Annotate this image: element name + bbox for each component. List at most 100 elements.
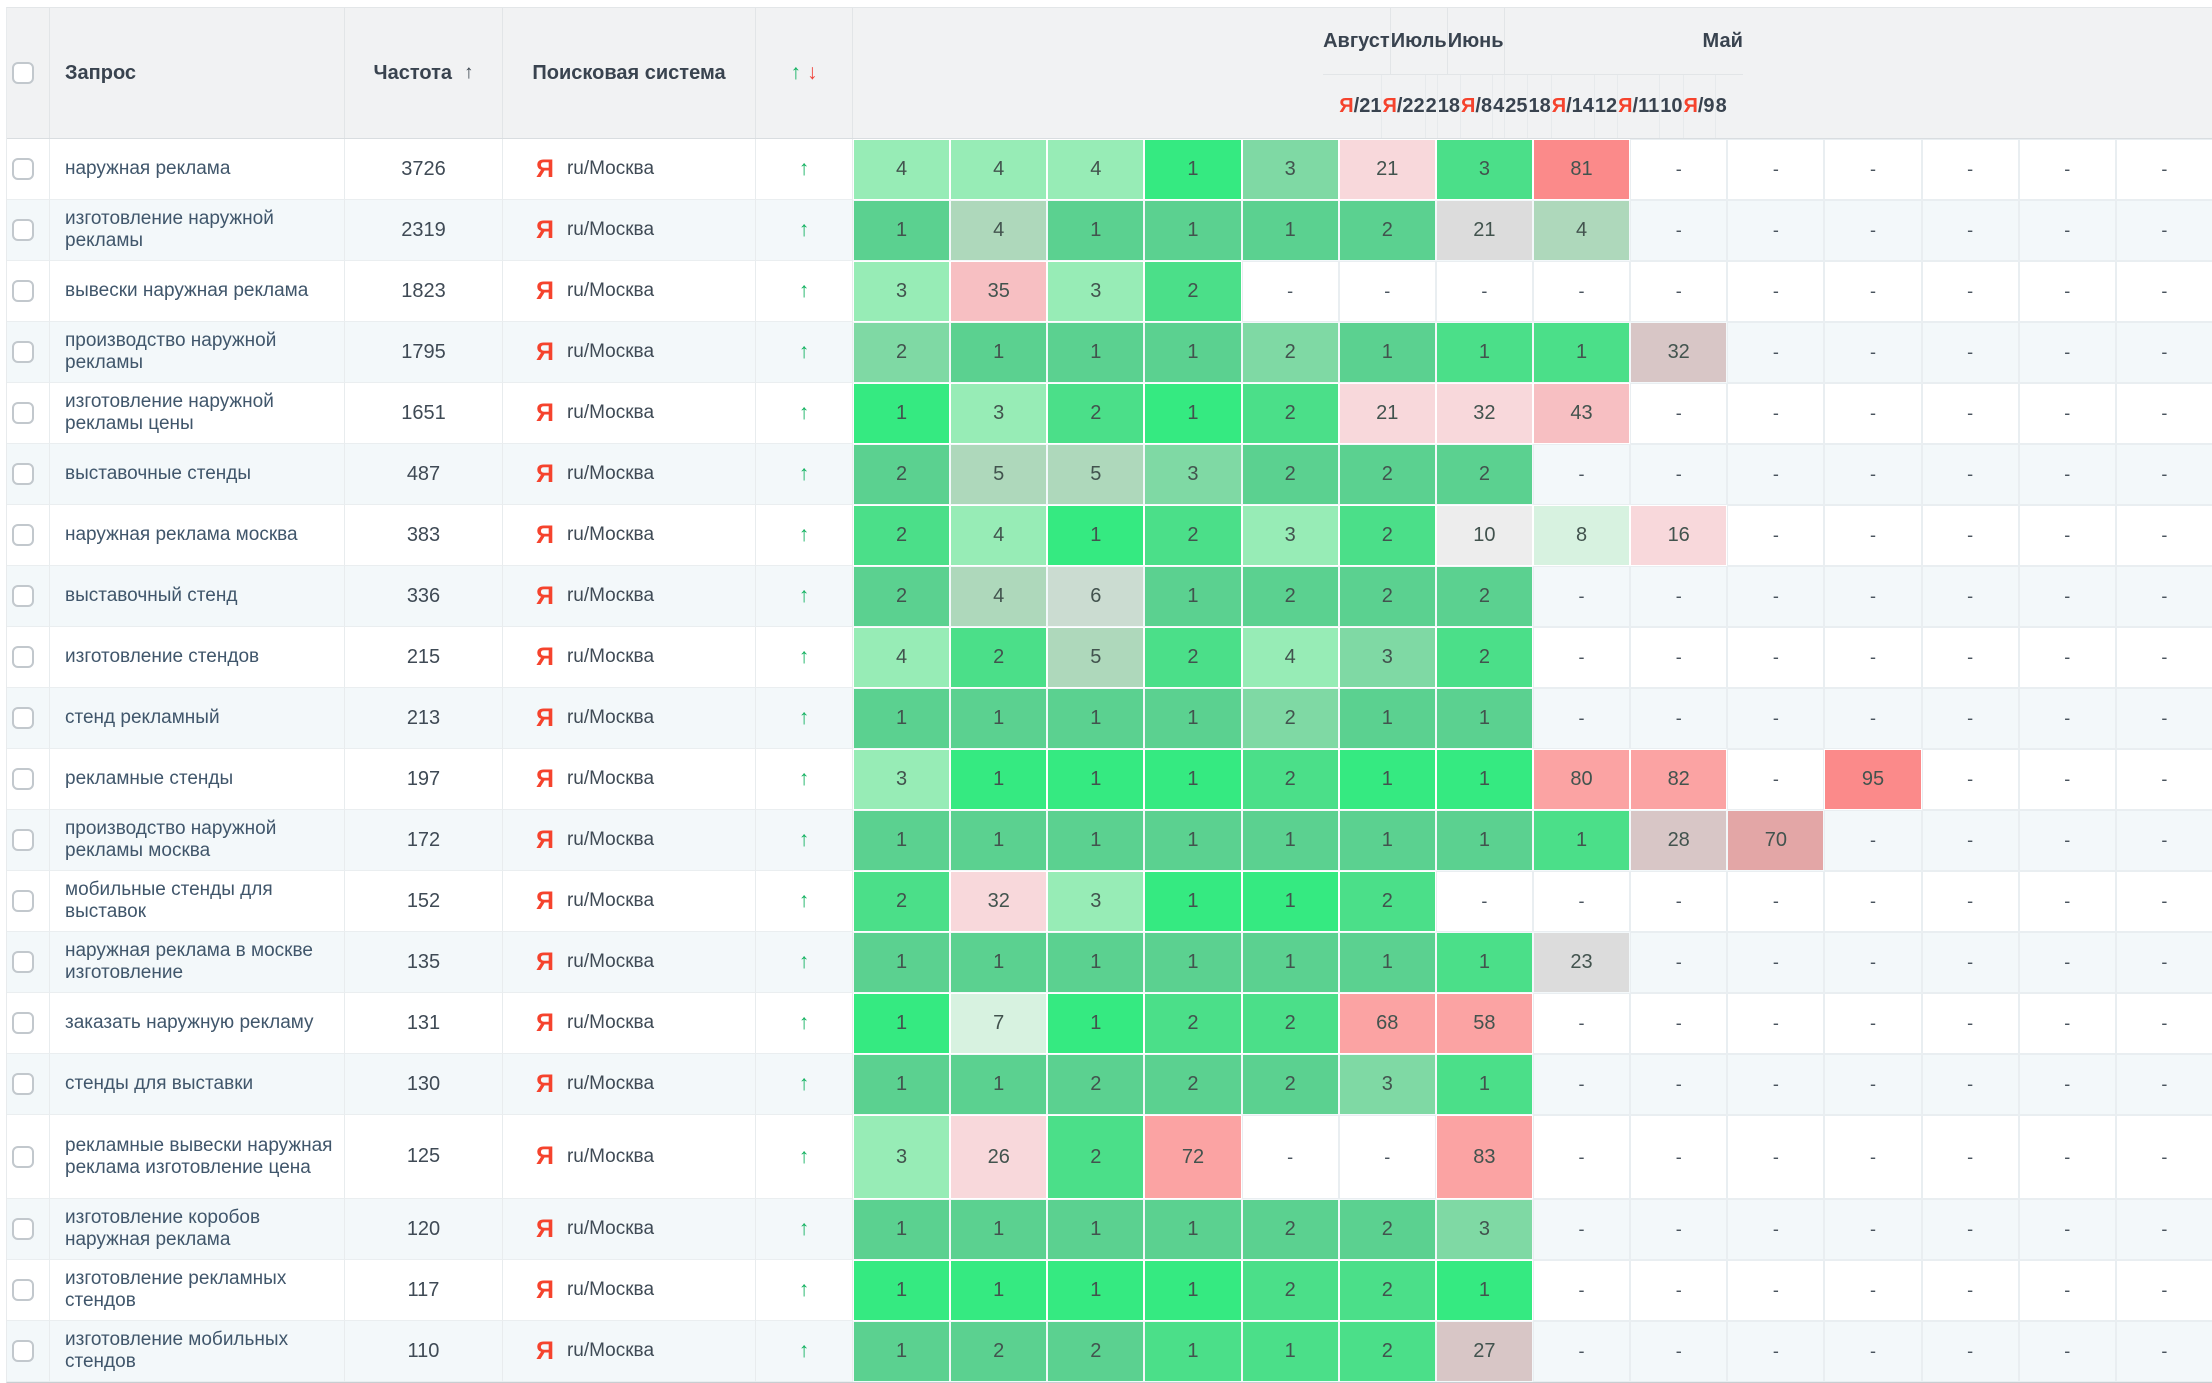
position-cell: 3: [854, 262, 950, 321]
date-column-header[interactable]: 4: [1493, 75, 1506, 138]
keyword-query[interactable]: стенды для выставки: [50, 1054, 345, 1115]
row-checkbox[interactable]: [12, 768, 34, 790]
empty-position-cell: -: [2018, 1115, 2116, 1199]
date-column-header[interactable]: Я/14: [1552, 75, 1595, 138]
date-column-header[interactable]: 8: [1716, 75, 1727, 138]
date-column-header[interactable]: Я/8: [1461, 75, 1494, 138]
position-cell: 2: [854, 323, 950, 382]
keyword-query[interactable]: рекламные стенды: [50, 749, 345, 810]
empty-position-cell: -: [1532, 1199, 1631, 1260]
trend-up-icon: ↑: [798, 889, 810, 912]
keyword-query[interactable]: изготовление наружной рекламы: [50, 200, 345, 261]
position-cell: 2: [854, 506, 950, 565]
date-column-header[interactable]: Я/9: [1684, 75, 1716, 138]
keyword-query[interactable]: рекламные вывески наружная реклама изгот…: [50, 1115, 345, 1199]
position-cell: 1: [1436, 689, 1532, 748]
date-column-header[interactable]: 25: [1505, 75, 1529, 138]
row-checkbox[interactable]: [12, 890, 34, 912]
date-column-header[interactable]: 10: [1660, 75, 1684, 138]
position-cell: 2: [1242, 1055, 1338, 1114]
trend-up-icon: ↑: [790, 61, 802, 84]
keyword-query[interactable]: производство наружной рекламы: [50, 322, 345, 383]
row-checkbox[interactable]: [12, 158, 34, 180]
query-column-header[interactable]: Запрос: [50, 8, 345, 138]
keyword-query[interactable]: стенд рекламный: [50, 688, 345, 749]
row-checkbox[interactable]: [12, 1012, 34, 1034]
row-checkbox[interactable]: [12, 1145, 34, 1168]
month-group-label: Июнь: [1447, 29, 1504, 52]
keyword-query[interactable]: изготовление коробов наружная реклама: [50, 1199, 345, 1260]
row-checkbox-cell: [7, 993, 50, 1054]
position-cell: 1: [854, 1261, 950, 1320]
row-checkbox[interactable]: [12, 280, 34, 302]
keyword-query[interactable]: выставочный стенд: [50, 566, 345, 627]
row-checkbox[interactable]: [12, 951, 34, 973]
row-checkbox[interactable]: [12, 1218, 34, 1240]
keyword-query[interactable]: заказать наружную рекламу: [50, 993, 345, 1054]
keyword-query[interactable]: производство наружной рекламы москва: [50, 810, 345, 871]
position-cell: 1: [1145, 384, 1241, 443]
yandex-icon: Я: [1382, 95, 1397, 117]
keyword-query[interactable]: изготовление мобильных стендов: [50, 1321, 345, 1382]
yandex-icon: Я: [1339, 95, 1354, 117]
empty-position-cell: -: [2018, 932, 2116, 993]
engine-column-header[interactable]: Поисковая система: [503, 8, 756, 138]
trend-cell: ↑: [756, 1115, 853, 1199]
keyword-query[interactable]: выставочные стенды: [50, 444, 345, 505]
empty-position-cell: -: [1921, 871, 2019, 932]
empty-position-cell: -: [1824, 566, 1922, 627]
keyword-frequency: 172: [345, 810, 503, 871]
keyword-query[interactable]: наружная реклама в москве изготовление: [50, 932, 345, 993]
keyword-query[interactable]: мобильные стенды для выставок: [50, 871, 345, 932]
engine-region-label: ru/Москва: [566, 158, 655, 179]
keyword-query[interactable]: наружная реклама москва: [50, 505, 345, 566]
month-group-header: Май: [1504, 8, 1743, 75]
empty-position-cell: -: [1824, 1115, 1922, 1199]
row-checkbox[interactable]: [12, 524, 34, 546]
row-checkbox[interactable]: [12, 402, 34, 424]
row-checkbox[interactable]: [12, 463, 34, 485]
keyword-query[interactable]: изготовление наружной рекламы цены: [50, 383, 345, 444]
empty-position-cell: -: [2115, 444, 2212, 505]
empty-position-cell: -: [1532, 1054, 1631, 1115]
trend-up-icon: ↑: [798, 401, 810, 424]
row-checkbox[interactable]: [12, 1073, 34, 1095]
date-label: 2: [1425, 95, 1437, 117]
position-cell: 3: [951, 384, 1047, 443]
trend-column-header[interactable]: ↑ ↓: [756, 8, 853, 138]
keyword-query[interactable]: наружная реклама: [50, 139, 345, 200]
date-column-header[interactable]: Я/11: [1618, 75, 1661, 138]
keyword-query[interactable]: изготовление стендов: [50, 627, 345, 688]
keyword-frequency: 197: [345, 749, 503, 810]
date-column-header[interactable]: 18: [1438, 75, 1462, 138]
trend-up-icon: ↑: [798, 706, 810, 729]
date-column-header[interactable]: Я/21: [1339, 75, 1383, 138]
row-checkbox[interactable]: [12, 341, 34, 363]
position-cells: 3 35 3 2- - - - - - - - - -: [853, 261, 2212, 322]
trend-cell: ↑: [756, 1260, 853, 1321]
row-checkbox[interactable]: [12, 707, 34, 729]
row-checkbox[interactable]: [12, 585, 34, 607]
date-column-header[interactable]: 2: [1426, 75, 1438, 138]
row-checkbox[interactable]: [12, 1340, 34, 1362]
row-checkbox[interactable]: [12, 829, 34, 851]
position-cell: 2: [1436, 567, 1532, 626]
date-column-header[interactable]: Я/22: [1382, 75, 1426, 138]
row-checkbox[interactable]: [12, 1279, 34, 1301]
date-column-header[interactable]: 18: [1528, 75, 1552, 138]
keyword-frequency: 1651: [345, 383, 503, 444]
keyword-query[interactable]: изготовление рекламных стендов: [50, 1260, 345, 1321]
select-all-checkbox[interactable]: [12, 62, 34, 84]
empty-position-cell: -: [1532, 627, 1631, 688]
position-cell: 3: [854, 1116, 950, 1198]
date-column-header[interactable]: 12: [1595, 75, 1619, 138]
row-checkbox[interactable]: [12, 219, 34, 241]
frequency-column-header[interactable]: Частота ↑: [345, 8, 503, 138]
row-checkbox[interactable]: [12, 646, 34, 668]
empty-position-cell: -: [2018, 505, 2116, 566]
keyword-query[interactable]: вывески наружная реклама: [50, 261, 345, 322]
